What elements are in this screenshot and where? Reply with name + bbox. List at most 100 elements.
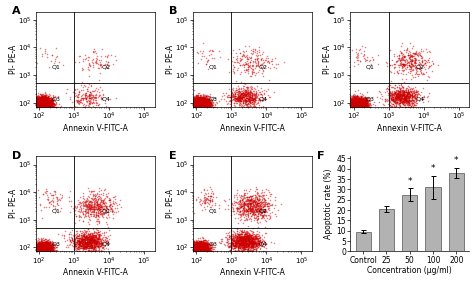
Point — [192, 249, 200, 253]
Point — [189, 242, 197, 247]
Point — [34, 97, 41, 101]
Point — [85, 63, 92, 68]
Point — [43, 97, 51, 101]
Point — [33, 95, 40, 100]
Point — [366, 99, 374, 104]
Point — [39, 103, 46, 107]
Point — [35, 104, 42, 108]
Point — [201, 104, 209, 109]
Point — [34, 239, 42, 244]
Point — [88, 232, 95, 237]
Point — [40, 101, 47, 106]
Point — [200, 98, 208, 103]
Point — [271, 197, 278, 202]
Point — [40, 96, 47, 101]
Point — [357, 99, 365, 104]
Point — [36, 97, 44, 101]
Point — [358, 102, 366, 107]
Point — [38, 104, 46, 109]
Point — [386, 93, 393, 98]
Point — [41, 243, 49, 248]
Point — [45, 101, 52, 105]
Point — [241, 240, 248, 244]
Point — [239, 245, 247, 250]
Point — [355, 104, 363, 109]
Point — [37, 245, 45, 250]
Point — [355, 103, 362, 107]
Point — [44, 243, 52, 247]
Point — [201, 101, 209, 105]
Point — [354, 99, 361, 103]
Point — [42, 191, 50, 195]
Point — [35, 245, 43, 250]
Point — [198, 248, 205, 253]
Point — [39, 104, 47, 109]
Point — [191, 248, 199, 252]
Point — [40, 246, 47, 251]
Point — [190, 104, 198, 109]
Point — [37, 247, 45, 251]
Point — [32, 100, 40, 104]
Point — [44, 104, 52, 109]
Point — [240, 210, 247, 214]
Point — [232, 88, 239, 92]
Point — [189, 96, 197, 101]
Point — [351, 104, 358, 109]
Point — [201, 244, 209, 248]
Point — [363, 102, 371, 106]
Point — [354, 99, 362, 104]
Point — [47, 249, 55, 253]
Point — [43, 248, 50, 253]
Point — [193, 103, 201, 107]
Point — [394, 102, 402, 106]
Point — [237, 248, 245, 252]
Point — [405, 99, 413, 103]
Point — [195, 104, 203, 109]
Point — [205, 240, 212, 245]
Point — [46, 243, 54, 248]
Point — [42, 100, 50, 105]
Point — [189, 248, 197, 253]
Point — [360, 100, 367, 105]
Point — [38, 249, 46, 254]
Point — [37, 248, 45, 253]
Point — [92, 234, 100, 239]
Point — [39, 246, 47, 251]
Point — [238, 91, 246, 95]
Point — [242, 96, 250, 100]
Point — [192, 104, 200, 109]
Point — [43, 103, 51, 107]
Point — [203, 245, 210, 249]
Point — [409, 63, 417, 67]
Point — [197, 244, 204, 249]
Point — [45, 100, 53, 105]
Point — [36, 92, 44, 97]
Point — [46, 103, 54, 108]
Point — [46, 99, 54, 104]
Point — [45, 104, 53, 109]
Point — [197, 244, 205, 249]
Point — [35, 100, 42, 105]
Point — [39, 104, 47, 109]
Point — [34, 247, 41, 251]
Point — [36, 244, 44, 249]
Point — [190, 104, 197, 108]
Point — [198, 97, 205, 101]
Point — [198, 244, 206, 249]
Point — [97, 209, 105, 213]
Point — [355, 101, 362, 105]
Point — [358, 101, 366, 106]
Point — [36, 104, 43, 108]
Point — [201, 101, 208, 106]
Point — [192, 101, 200, 106]
Point — [403, 61, 411, 65]
Point — [37, 246, 45, 251]
Point — [44, 244, 52, 249]
Point — [38, 249, 46, 254]
Point — [33, 99, 41, 104]
Point — [36, 246, 44, 251]
Point — [37, 103, 45, 108]
Point — [202, 249, 210, 254]
Point — [413, 61, 420, 65]
Point — [93, 238, 101, 243]
